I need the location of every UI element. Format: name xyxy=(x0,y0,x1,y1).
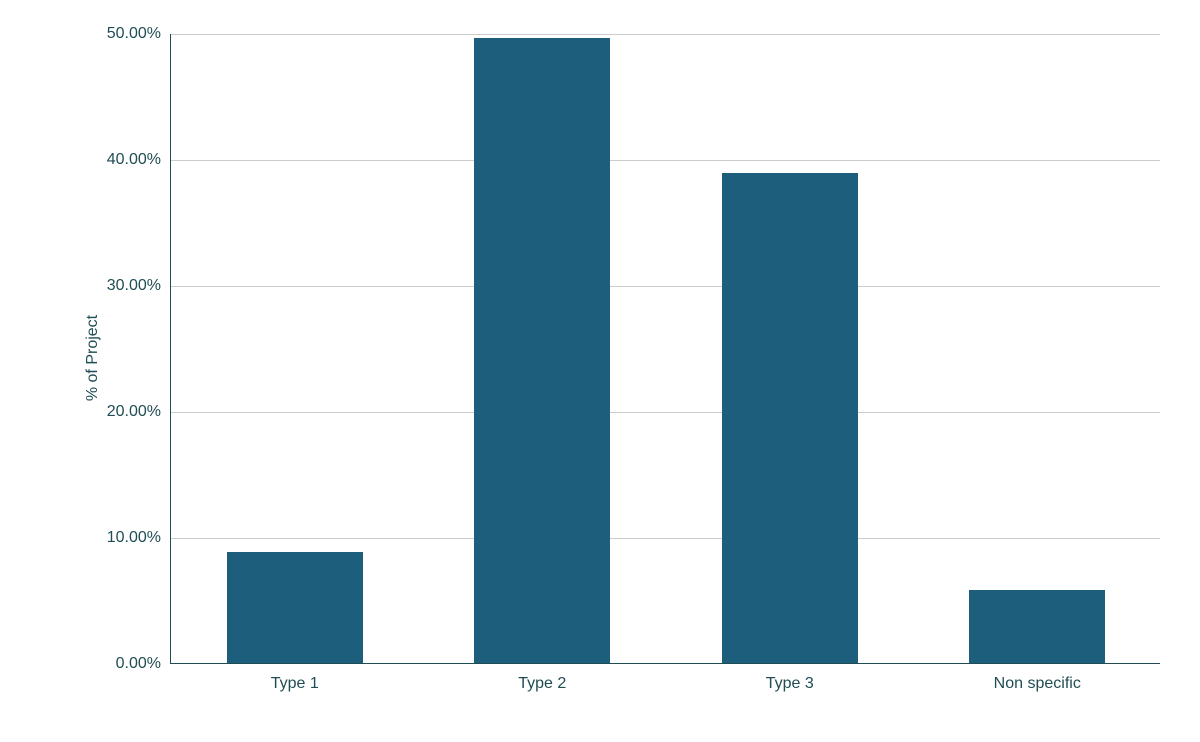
bar xyxy=(227,552,363,663)
y-tick-label: 20.00% xyxy=(107,403,161,421)
y-tick-label: 30.00% xyxy=(107,277,161,295)
gridline xyxy=(171,412,1160,413)
bar-chart: % of Project 0.00%10.00%20.00%30.00%40.0… xyxy=(0,0,1200,742)
x-tick-label: Type 1 xyxy=(271,675,319,693)
bar xyxy=(722,173,858,663)
x-tick-label: Type 2 xyxy=(518,675,566,693)
bar xyxy=(969,590,1105,663)
y-tick-label: 50.00% xyxy=(107,25,161,43)
gridline xyxy=(171,160,1160,161)
gridline xyxy=(171,286,1160,287)
y-tick-label: 40.00% xyxy=(107,151,161,169)
x-tick-label: Type 3 xyxy=(766,675,814,693)
bar xyxy=(474,38,610,663)
x-tick-label: Non specific xyxy=(994,675,1081,693)
plot-area: 0.00%10.00%20.00%30.00%40.00%50.00%Type … xyxy=(170,34,1160,664)
y-axis-label: % of Project xyxy=(84,315,102,401)
y-tick-label: 0.00% xyxy=(116,655,161,673)
y-tick-label: 10.00% xyxy=(107,529,161,547)
gridline xyxy=(171,34,1160,35)
gridline xyxy=(171,538,1160,539)
